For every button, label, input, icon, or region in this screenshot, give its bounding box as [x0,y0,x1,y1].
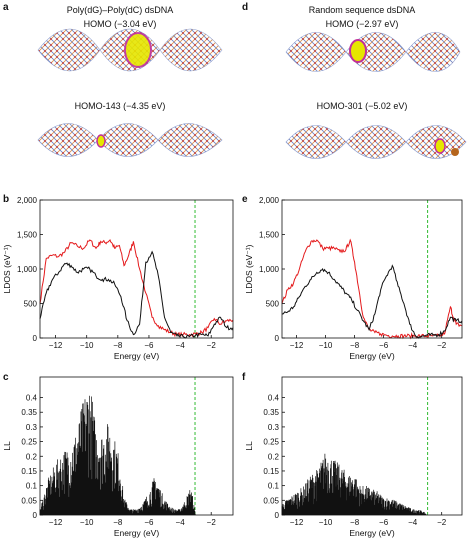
right-homo2-label: HOMO-301 (−5.02 eV) [316,101,408,111]
y-tick-label: 0.3 [26,423,38,432]
plot-frame [281,376,463,516]
y-tick-label: 0.2 [26,452,38,461]
x-tick-label: −4 [408,518,418,527]
y-tick-label: 1,500 [17,231,38,240]
left-homo-label: HOMO (−3.04 eV) [83,19,157,29]
y-tick-label: 0.05 [263,496,279,505]
y-tick-label: 0.35 [263,408,279,417]
series-line-black [281,264,463,339]
y-tick-label: 0.15 [21,467,37,476]
y-tick-label: 0.15 [263,467,279,476]
panel-letter-c: c [3,372,9,383]
y-tick-label: 0.05 [21,496,37,505]
x-tick-label: −10 [80,341,94,350]
y-axis-label: LDOS (eV⁻¹) [2,244,12,293]
right-homo-label: HOMO (−2.97 eV) [325,19,399,29]
y-tick-label: 500 [266,300,280,309]
panel-letter-b: b [3,194,10,205]
x-tick-label: −8 [350,518,360,527]
panel-letter-e: e [242,194,248,205]
x-axis-label: Energy (eV) [114,528,160,538]
x-tick-label: −10 [80,518,94,527]
y-tick-label: 2,000 [17,196,38,205]
x-tick-label: −12 [49,341,63,350]
x-tick-label: −2 [437,518,447,527]
right-structure-title: Random sequence dsDNA [308,5,416,15]
left-structure-title: Poly(dG)–Poly(dC) dsDNA [66,5,174,15]
plot-frame [39,376,234,516]
y-tick-label: 1,000 [17,265,38,274]
y-tick-label: 2,000 [259,196,280,205]
y-tick-label: 0.3 [268,423,280,432]
x-axis-label: Energy (eV) [349,528,395,538]
y-tick-label: 500 [24,300,38,309]
panel-letter-f: f [242,372,246,383]
y-tick-label: 1,500 [259,231,280,240]
x-tick-label: −2 [437,341,447,350]
x-tick-label: −4 [176,518,186,527]
x-tick-label: −6 [379,518,389,527]
y-tick-label: 1,000 [259,265,280,274]
y-axis-label: LDOS (eV⁻¹) [244,244,254,293]
y-axis-label: LL [244,441,254,451]
x-tick-label: −4 [408,341,418,350]
ll-spikes [281,453,428,515]
series-line-red [39,239,234,339]
y-tick-label: 0.25 [263,438,279,447]
x-tick-label: −8 [113,341,123,350]
y-tick-label: 0.25 [21,438,37,447]
y-tick-label: 0.1 [268,482,280,491]
y-tick-label: 0 [275,511,280,520]
x-tick-label: −12 [290,518,304,527]
x-tick-label: −6 [144,518,154,527]
x-tick-label: −2 [207,341,217,350]
x-tick-label: −12 [290,341,304,350]
panel-letter-a: a [3,2,9,13]
x-axis-label: Energy (eV) [349,351,395,361]
x-tick-label: −2 [207,518,217,527]
x-tick-label: −10 [319,341,333,350]
x-tick-label: −10 [319,518,333,527]
x-tick-label: −6 [144,341,154,350]
series-line-black [39,250,234,339]
left-homo2-label: HOMO-143 (−4.35 eV) [74,101,166,111]
y-tick-label: 0.4 [26,394,38,403]
y-tick-label: 0 [33,511,38,520]
x-axis-label: Energy (eV) [114,351,160,361]
y-tick-label: 0.1 [26,482,38,491]
x-tick-label: −8 [113,518,123,527]
panel-letter-d: d [242,2,249,13]
x-tick-label: −4 [176,341,186,350]
y-tick-label: 0 [33,334,38,343]
y-tick-label: 0.2 [268,452,280,461]
x-tick-label: −8 [350,341,360,350]
y-tick-label: 0.35 [21,408,37,417]
x-tick-label: −12 [49,518,63,527]
y-tick-label: 0 [275,334,280,343]
y-tick-label: 0.4 [268,394,280,403]
y-axis-label: LL [2,441,12,451]
x-tick-label: −6 [379,341,389,350]
